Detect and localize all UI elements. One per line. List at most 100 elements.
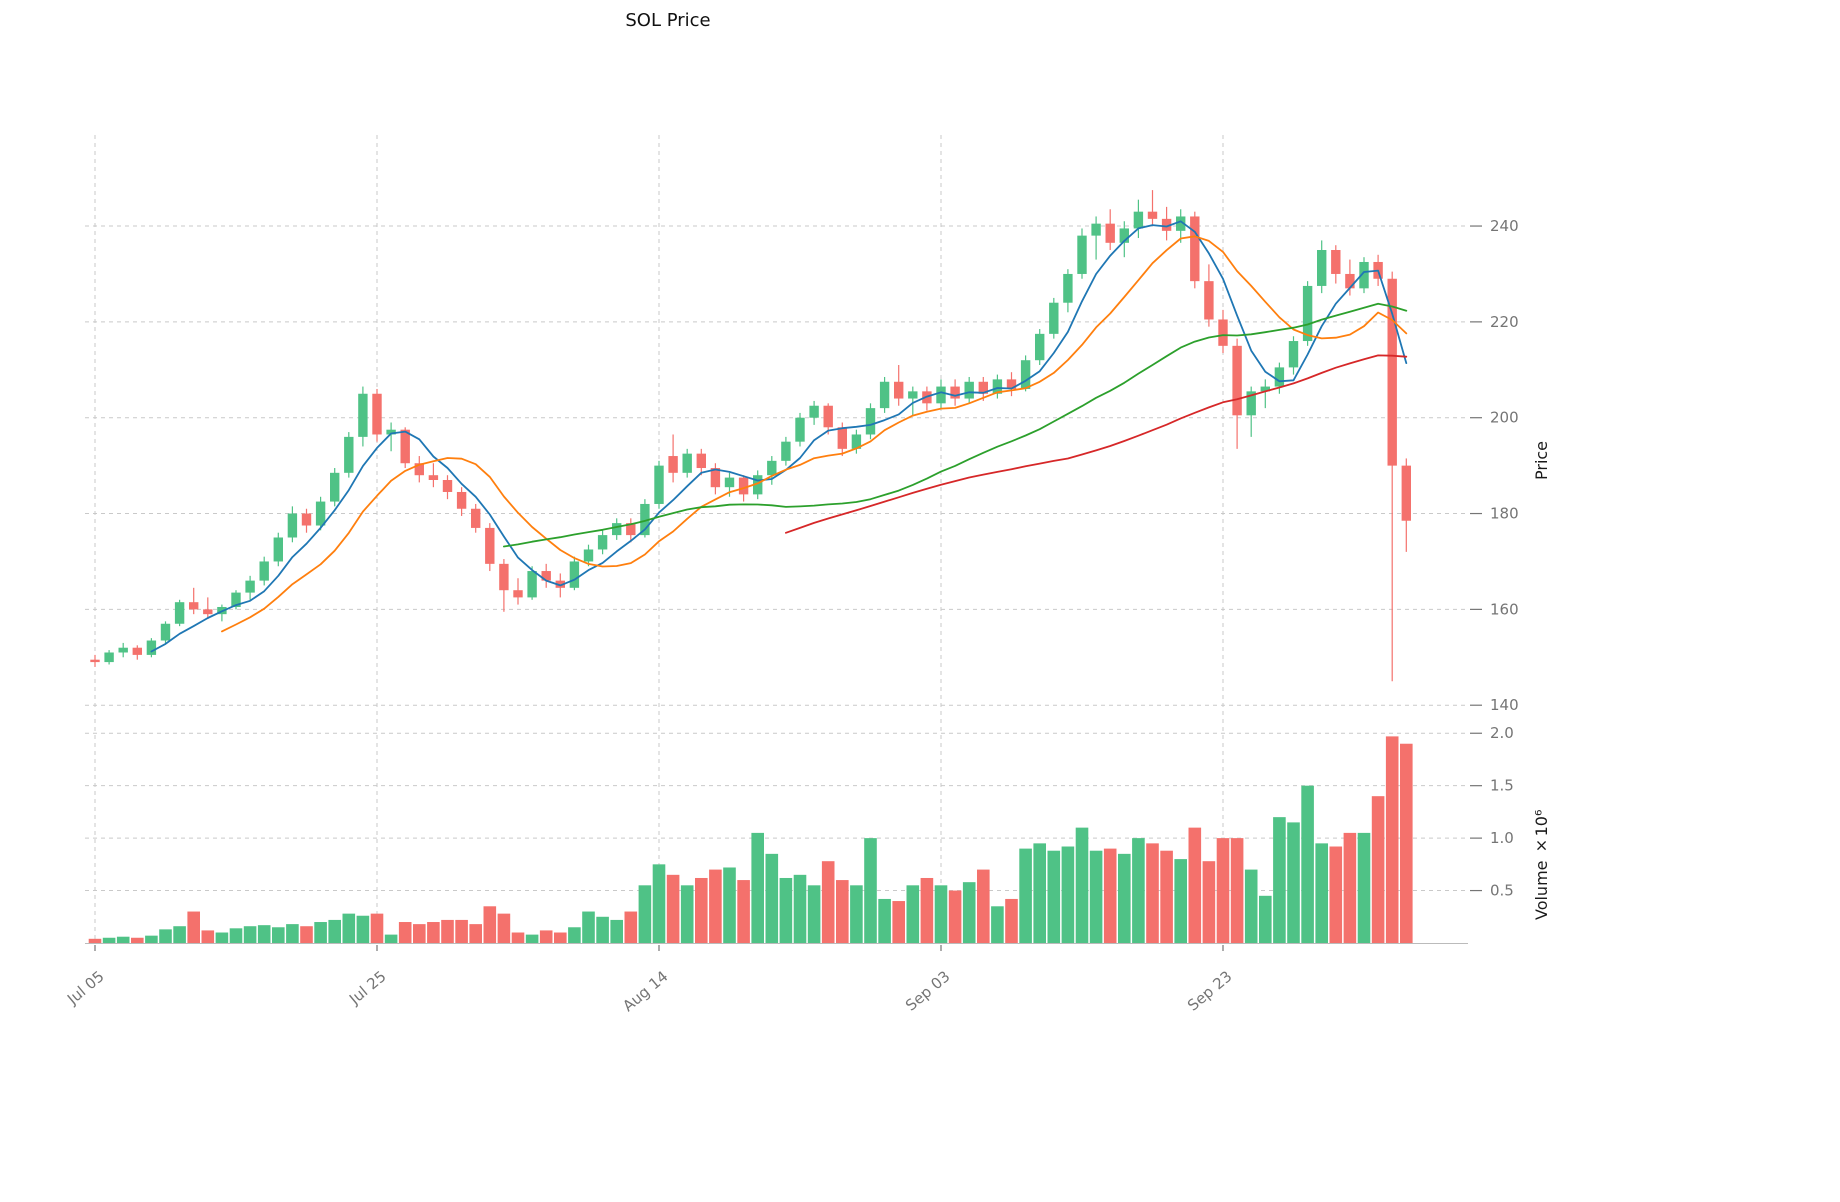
candle-body [1274, 367, 1285, 387]
candle [612, 518, 622, 540]
candle-body [414, 463, 424, 476]
candle [569, 556, 580, 591]
candle-body [978, 381, 988, 394]
candle [626, 518, 636, 543]
candle-body [485, 527, 495, 564]
volume-bar [215, 932, 229, 943]
volume-tick-label: 1.5 [1490, 777, 1514, 795]
candle [696, 448, 706, 476]
candle [104, 650, 114, 665]
candle-body [865, 408, 876, 435]
candle-body [1260, 386, 1270, 392]
volume-bar [384, 934, 398, 943]
candle [315, 496, 326, 531]
candle-body [767, 460, 777, 476]
x-tick-label: Jul 05 [63, 967, 107, 1008]
candle-body [555, 580, 565, 588]
candle-body [682, 453, 692, 473]
volume-bar [864, 838, 877, 943]
x-tick-label: Sep 23 [1184, 967, 1236, 1014]
volume-bar [1033, 843, 1046, 943]
candle [710, 463, 721, 495]
candle-body [315, 501, 326, 526]
candle-body [90, 659, 100, 663]
volume-bar [1188, 827, 1202, 943]
candle-body [583, 549, 594, 562]
volume-bar [680, 885, 694, 943]
candle-body [273, 537, 283, 562]
volume-bar [173, 926, 186, 943]
candle [1274, 362, 1285, 394]
volume-bar [991, 906, 1004, 943]
ma-50-line [785, 354, 1408, 534]
volume-bar [272, 927, 285, 943]
candle [174, 599, 185, 627]
candle [894, 365, 904, 406]
volume-bar [850, 885, 863, 943]
candle [287, 506, 298, 543]
candle [527, 566, 537, 600]
candle [330, 468, 340, 507]
volume-bar [1061, 846, 1075, 943]
candle [442, 475, 453, 500]
candle-body [203, 609, 213, 615]
volume-bar [948, 890, 962, 943]
volume-bar [398, 922, 412, 943]
candle [1190, 211, 1200, 289]
candle [273, 532, 283, 567]
candle [1020, 355, 1031, 392]
candle-body [569, 561, 580, 588]
volume-bar [1216, 838, 1230, 943]
volume-bar [765, 853, 779, 943]
volume-bar [554, 932, 567, 943]
volume-bar [88, 938, 102, 943]
candle [160, 621, 171, 643]
volume-bar [1244, 869, 1258, 943]
candle [865, 403, 876, 440]
candle-body [471, 508, 481, 528]
volume-bar [793, 874, 807, 943]
candle-body [160, 623, 171, 641]
candle [1049, 297, 1059, 339]
volume-bar [582, 911, 595, 943]
candle-body [1302, 285, 1313, 342]
candle [358, 386, 368, 447]
candle-body [301, 513, 312, 526]
candle-body [1387, 278, 1397, 466]
candle [499, 559, 509, 612]
candle-body [823, 405, 833, 428]
candle-body [1035, 333, 1045, 361]
candle [964, 376, 974, 404]
volume-bar [286, 924, 299, 943]
volume-bar [469, 924, 482, 943]
volume-bar [1385, 736, 1399, 943]
candle-body [964, 381, 974, 399]
volume-bar [709, 869, 722, 943]
candle-body [795, 417, 805, 442]
chart-title: SOL Price [625, 10, 711, 31]
candle [879, 376, 890, 413]
candle [344, 432, 354, 478]
candle-body [626, 523, 636, 536]
candle [908, 386, 918, 416]
price-tick-label: 140 [1490, 696, 1519, 714]
volume-bar [356, 915, 370, 943]
volume-bar [1174, 859, 1187, 943]
volume-bar [539, 930, 553, 943]
candle-body [696, 453, 706, 469]
candle-body [1133, 211, 1144, 229]
candle [1105, 209, 1115, 250]
volume-bar [821, 861, 835, 943]
candle [936, 379, 946, 409]
candle [1317, 240, 1327, 294]
candle-body [724, 477, 735, 488]
candle-body [1049, 302, 1059, 334]
volume-bar [145, 935, 158, 943]
candle-body [640, 503, 650, 536]
candle [1161, 206, 1172, 241]
candle-body [400, 429, 410, 464]
candle [1401, 458, 1411, 552]
candle-body [753, 475, 763, 495]
candle [259, 556, 269, 586]
candle-body [527, 571, 537, 598]
